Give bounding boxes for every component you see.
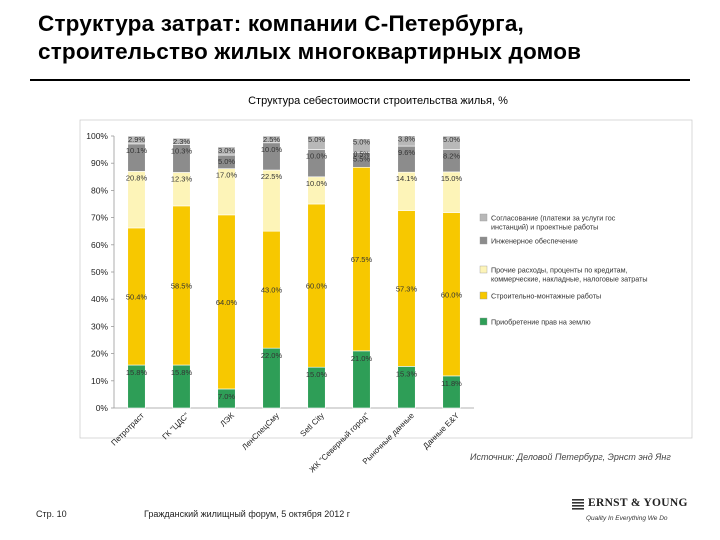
data-label: 10.0% [306, 179, 328, 188]
legend-swatch-engineering [479, 236, 488, 245]
y-tick-label: 20% [91, 349, 108, 359]
data-label: 14.1% [396, 174, 418, 183]
data-label: 43.0% [261, 286, 283, 295]
data-label: 5.5% [353, 154, 370, 163]
x-tick-label: ГК "ЦДС" [160, 411, 191, 442]
data-label: 17.0% [216, 171, 238, 180]
data-label: 10.1% [126, 146, 148, 155]
legend-label-construction: Строительно-монтажные работы [491, 292, 601, 301]
data-label: 57.3% [396, 284, 418, 293]
data-label: 9.6% [398, 148, 415, 157]
logo-mark-icon [572, 499, 584, 510]
bar-segment-approvals [262, 135, 281, 144]
y-tick-label: 30% [91, 321, 108, 331]
bar-segment-approvals [442, 135, 461, 150]
data-label: 20.8% [126, 173, 148, 182]
data-label: 11.8% [441, 379, 462, 388]
x-tick-label: Setl City [298, 411, 325, 438]
data-label: 5.0% [443, 135, 460, 144]
data-label: 67.5% [351, 255, 373, 264]
logo-tagline: Quality In Everything We Do [586, 515, 668, 522]
data-label: 15.0% [306, 370, 328, 379]
y-tick-label: 100% [86, 131, 108, 141]
data-label: 2.5% [263, 135, 280, 144]
data-label: 12.3% [171, 174, 193, 183]
data-label: 8.2% [443, 152, 460, 161]
data-label: 64.0% [216, 298, 238, 307]
y-tick-label: 60% [91, 240, 108, 250]
data-label: 3.8% [398, 135, 415, 144]
data-label: 5.0% [308, 135, 325, 144]
legend-label-approvals: Согласование (платежи за услуги гос инста… [491, 214, 616, 232]
data-label: 5.0% [353, 138, 370, 147]
data-label: 15.0% [441, 174, 463, 183]
chart-title: Структура себестоимости строительства жи… [248, 95, 508, 107]
x-tick-label: ЛЭК [218, 411, 236, 429]
data-label: 15.8% [171, 368, 193, 377]
bar-segment-approvals [307, 135, 326, 150]
bar-segment-approvals [217, 146, 236, 156]
logo-name: ERNST & YOUNG [588, 497, 688, 509]
bar-segment-approvals [127, 135, 146, 145]
data-label: 15.8% [126, 368, 148, 377]
data-label: 21.0% [351, 354, 373, 363]
legend-swatch-other [479, 265, 488, 274]
source-note: Источник: Деловой Петербург, Эрнст энд Я… [470, 452, 671, 462]
y-tick-label: 0% [96, 403, 109, 413]
data-label: 3.0% [218, 146, 235, 155]
page-title-line-2: строительство жилых многоквартирных домо… [38, 39, 582, 64]
legend-swatch-construction [479, 291, 488, 300]
bar-segment-approvals [172, 137, 191, 145]
y-tick-label: 80% [91, 185, 108, 195]
chart-frame [79, 119, 693, 439]
data-label: 7.0% [218, 392, 235, 401]
page-title: Структура затрат: компании С-Петербурга,… [38, 10, 698, 66]
legend-label-other: Прочие расходы, проценты по кредитам, ком… [491, 266, 648, 284]
y-tick-label: 50% [91, 267, 108, 277]
x-tick-label: ЛенСпецСму [240, 411, 281, 452]
data-label: 10.3% [171, 146, 193, 155]
x-tick-label: Петротраст [109, 411, 146, 448]
bar-segment-approvals [352, 138, 371, 153]
y-tick-label: 10% [91, 376, 108, 386]
footer-event: Гражданский жилищный форум, 5 октября 20… [144, 509, 351, 519]
y-tick-label: 40% [91, 294, 108, 304]
data-label: 58.5% [171, 281, 193, 290]
data-label: 22.0% [261, 351, 283, 360]
data-label: 22.5% [261, 172, 283, 181]
data-label: 0.5% [354, 152, 370, 159]
page-number: Стр. 10 [36, 509, 67, 519]
title-divider [30, 79, 690, 81]
y-tick-label: 90% [91, 158, 108, 168]
data-label: 5.0% [218, 157, 235, 166]
legend-swatch-land [479, 317, 488, 326]
data-label: 2.3% [173, 137, 190, 146]
data-label: 10.0% [306, 152, 328, 161]
data-label: 60.0% [306, 282, 328, 291]
data-label: 10.0% [261, 145, 283, 154]
data-label: 50.4% [126, 292, 148, 301]
data-label: 60.0% [441, 290, 463, 299]
x-tick-label: Данные E&Y [421, 411, 461, 451]
ernst-young-logo: ERNST & YOUNG Quality In Everything We D… [572, 497, 692, 531]
page-title-line-1: Структура затрат: компании С-Петербурга, [38, 11, 525, 36]
legend-label-land: Приобретение прав на землю [491, 318, 591, 327]
bar-segment-approvals [397, 135, 416, 147]
legend-label-engineering: Инженерное обеспечение [491, 237, 578, 246]
y-tick-label: 70% [91, 213, 108, 223]
data-label: 15.3% [396, 369, 418, 378]
data-label: 2.9% [128, 135, 145, 144]
legend-swatch-approvals [479, 213, 488, 222]
